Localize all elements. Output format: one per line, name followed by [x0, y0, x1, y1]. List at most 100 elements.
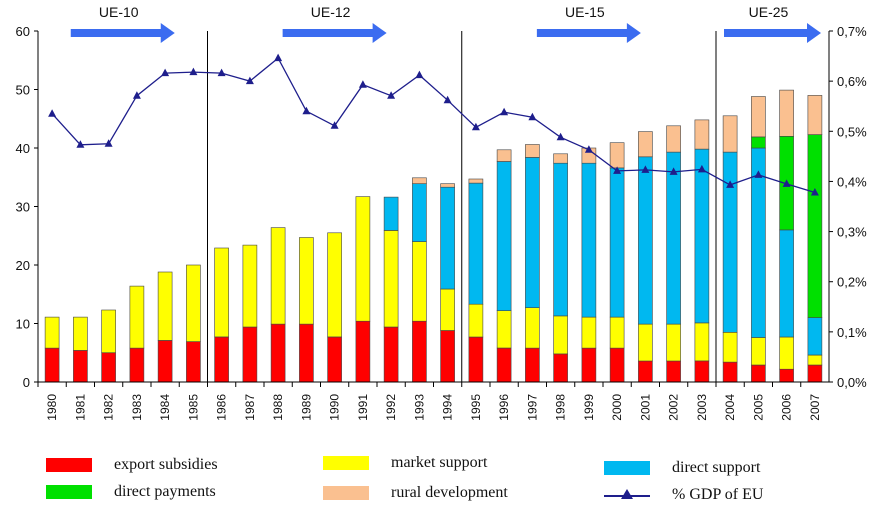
x-tick-label-1990: 1990: [328, 394, 342, 421]
x-tick-label-2003: 2003: [695, 394, 709, 421]
x-tick-label-2007: 2007: [808, 394, 822, 421]
bar-export-subsidies-1995: [468, 336, 484, 383]
y2-tick-label-7: 0,7%: [837, 24, 867, 39]
bar-direct-support-2007: [807, 317, 823, 356]
bar-market-support-1995: [468, 303, 484, 338]
gdp-point-2007: [810, 188, 819, 196]
x-tick-label-1985: 1985: [186, 394, 200, 421]
bar-direct-support-1997: [525, 157, 540, 308]
bar-market-support-1996: [496, 310, 512, 349]
bar-export-subsidies-2007: [807, 364, 823, 383]
bar-rural-development-2002: [666, 125, 681, 153]
y2-tick-label-0: 0,0%: [837, 375, 867, 390]
bar-rural-development-1993: [412, 177, 427, 185]
gdp-point-1980: [48, 109, 57, 117]
bar-market-support-1989: [299, 237, 314, 325]
x-tick-label-1989: 1989: [299, 394, 313, 421]
legend-direct-payments-label: direct payments: [114, 483, 216, 500]
bar-direct-support-2003: [694, 148, 710, 324]
bar-market-support-1983: [129, 285, 145, 349]
era-arrow-UE-15: [536, 23, 641, 43]
bar-rural-development-2007: [807, 95, 823, 135]
y-tick-label-30: 30: [16, 200, 30, 215]
gdp-point-2002: [669, 167, 678, 175]
bar-export-subsidies-1994: [440, 330, 455, 383]
x-tick-label-1980: 1980: [45, 394, 59, 421]
x-tick-label-1984: 1984: [158, 394, 172, 421]
x-tick-label-1986: 1986: [215, 394, 229, 421]
bar-market-support-1990: [327, 232, 342, 338]
x-tick-label-2001: 2001: [638, 394, 652, 421]
x-tick-label-1982: 1982: [102, 394, 116, 421]
x-tick-label-1993: 1993: [412, 394, 426, 421]
bar-direct-support-2002: [666, 151, 681, 325]
bar-export-subsidies-2000: [609, 347, 625, 383]
bar-export-subsidies-1999: [581, 347, 597, 383]
legend-direct-support: direct support: [604, 457, 760, 479]
bar-export-subsidies-1982: [101, 352, 116, 383]
legend-export-subsidies: export subsidies: [46, 454, 218, 476]
legend-gdp: % GDP of EU: [604, 484, 763, 506]
bar-market-support-1986: [214, 247, 229, 338]
gdp-point-1991: [358, 80, 367, 88]
era-arrow-UE-25: [724, 23, 821, 43]
bar-rural-development-1997: [525, 144, 540, 158]
legend-market-support: market support: [323, 452, 487, 474]
bar-direct-payments-2005: [751, 136, 766, 149]
bar-market-support-2003: [694, 322, 710, 362]
bar-rural-development-2001: [638, 131, 653, 158]
bar-export-subsidies-1996: [496, 347, 512, 383]
x-tick-label-1995: 1995: [469, 394, 483, 421]
bar-direct-support-2006: [779, 229, 794, 338]
direct-payments-swatch: [46, 485, 92, 499]
bar-direct-support-1999: [581, 162, 597, 318]
x-tick-label-2004: 2004: [723, 394, 737, 421]
bar-market-support-1984: [157, 271, 173, 341]
x-tick-label-1998: 1998: [554, 394, 568, 421]
bar-direct-support-1998: [553, 162, 568, 317]
bar-export-subsidies-1985: [186, 341, 201, 383]
gdp-point-1984: [161, 68, 170, 77]
x-tick-label-2002: 2002: [667, 394, 681, 421]
gdp-point-1995: [471, 122, 480, 131]
gdp-point-1983: [132, 91, 141, 99]
gdp-point-2001: [641, 165, 650, 173]
bar-export-subsidies-1981: [73, 350, 88, 383]
gdp-point-1989: [302, 106, 311, 115]
bar-direct-support-1996: [496, 161, 512, 311]
bar-market-support-2004: [722, 331, 738, 363]
x-tick-label-1992: 1992: [384, 394, 398, 421]
legend-rural-development-label: rural development: [391, 484, 508, 501]
y2-tick-label-4: 0,4%: [837, 174, 867, 189]
bar-export-subsidies-1992: [383, 326, 399, 383]
bar-export-subsidies-1984: [157, 340, 173, 383]
x-tick-label-1988: 1988: [271, 394, 285, 421]
gdp-point-1982: [104, 139, 113, 147]
bar-market-support-1992: [383, 230, 399, 328]
era-label-UE-25: UE-25: [749, 4, 789, 20]
legend: export subsidies direct payments market …: [0, 448, 877, 508]
bar-export-subsidies-1980: [44, 347, 60, 383]
x-tick-label-1994: 1994: [441, 394, 455, 421]
bar-rural-development-2003: [694, 119, 710, 150]
bar-rural-development-2004: [722, 115, 738, 153]
bar-export-subsidies-1983: [129, 347, 145, 383]
gdp-point-1986: [217, 68, 226, 77]
gdp-point-1985: [189, 67, 198, 76]
gdp-point-2000: [613, 166, 622, 174]
bar-export-subsidies-2003: [694, 360, 710, 383]
x-tick-label-2006: 2006: [780, 394, 794, 421]
x-tick-label-1991: 1991: [356, 394, 370, 421]
legend-rural-development: rural development: [323, 482, 508, 504]
bar-market-support-1997: [525, 307, 540, 349]
market-support-swatch: [323, 456, 369, 470]
y2-tick-label-5: 0,5%: [837, 124, 867, 139]
bar-export-subsidies-1997: [525, 347, 540, 383]
gdp-point-1988: [274, 53, 283, 62]
x-tick-label-1981: 1981: [73, 394, 87, 421]
cap-expenditure-chart: UE-10 UE-12 UE-15 UE-25 0 10 20 30 40 50 60 0,0% 0,1…: [16, 4, 868, 421]
y2-tick-label-1: 0,1%: [837, 325, 867, 340]
y-tick-label-40: 40: [16, 141, 30, 156]
bar-direct-support-2004: [722, 151, 738, 333]
bar-rural-development-1994: [440, 183, 455, 188]
